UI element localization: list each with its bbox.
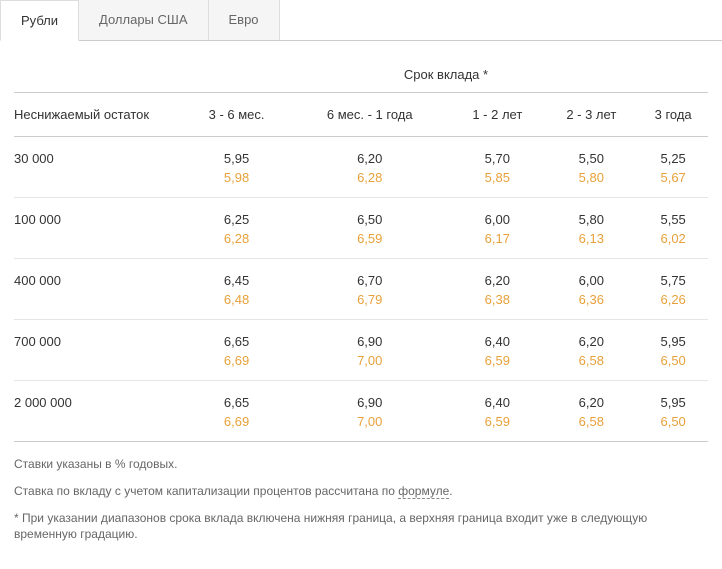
table-row: 30 0005,956,205,705,505,25 — [14, 137, 708, 167]
rate-primary: 5,70 — [450, 137, 544, 167]
rate-secondary: 6,79 — [289, 288, 450, 320]
rate-secondary: 5,67 — [638, 166, 708, 198]
row-label: 2 000 000 — [14, 381, 184, 411]
row-label-empty — [14, 227, 184, 259]
rate-secondary: 5,85 — [450, 166, 544, 198]
rate-secondary: 6,59 — [289, 227, 450, 259]
rate-secondary: 6,13 — [544, 227, 638, 259]
rate-secondary: 6,58 — [544, 349, 638, 381]
rate-primary: 6,65 — [184, 381, 289, 411]
rate-primary: 6,20 — [544, 381, 638, 411]
row-label-empty — [14, 410, 184, 442]
rate-secondary: 7,00 — [289, 410, 450, 442]
note-line2-post: . — [449, 484, 452, 498]
row-label: 700 000 — [14, 320, 184, 350]
rate-secondary: 6,69 — [184, 410, 289, 442]
rate-secondary: 6,59 — [450, 349, 544, 381]
col-header: 1 - 2 лет — [450, 93, 544, 137]
tab-rubles[interactable]: Рубли — [0, 0, 79, 41]
rate-primary: 6,40 — [450, 320, 544, 350]
rate-secondary: 6,58 — [544, 410, 638, 442]
rate-primary: 6,50 — [289, 198, 450, 228]
row-label-empty — [14, 166, 184, 198]
rate-primary: 5,95 — [638, 320, 708, 350]
table-row-secondary: 5,986,285,855,805,67 — [14, 166, 708, 198]
rate-secondary: 6,26 — [638, 288, 708, 320]
rate-primary: 6,65 — [184, 320, 289, 350]
rate-secondary: 5,80 — [544, 166, 638, 198]
table-row-secondary: 6,697,006,596,586,50 — [14, 410, 708, 442]
rate-primary: 6,90 — [289, 381, 450, 411]
table-row-secondary: 6,697,006,596,586,50 — [14, 349, 708, 381]
rate-primary: 5,50 — [544, 137, 638, 167]
rate-secondary: 6,59 — [450, 410, 544, 442]
rates-content: Срок вклада * Неснижаемый остаток 3 - 6 … — [0, 41, 722, 569]
formula-link[interactable]: формуле — [398, 484, 449, 499]
rate-primary: 6,45 — [184, 259, 289, 289]
rate-secondary: 6,50 — [638, 410, 708, 442]
table-row-secondary: 6,286,596,176,136,02 — [14, 227, 708, 259]
rate-secondary: 5,98 — [184, 166, 289, 198]
row-label-empty — [14, 349, 184, 381]
rate-primary: 6,40 — [450, 381, 544, 411]
rate-secondary: 6,48 — [184, 288, 289, 320]
table-row: 700 0006,656,906,406,205,95 — [14, 320, 708, 350]
rates-tbody: 30 0005,956,205,705,505,255,986,285,855,… — [14, 137, 708, 442]
rate-secondary: 7,00 — [289, 349, 450, 381]
rate-secondary: 6,28 — [184, 227, 289, 259]
rate-secondary: 6,36 — [544, 288, 638, 320]
rate-primary: 6,70 — [289, 259, 450, 289]
note-line2-pre: Ставка по вкладу с учетом капитализации … — [14, 484, 398, 498]
note-line2: Ставка по вкладу с учетом капитализации … — [14, 483, 708, 500]
table-row: 2 000 0006,656,906,406,205,95 — [14, 381, 708, 411]
currency-tabs: Рубли Доллары США Евро — [0, 0, 722, 41]
rate-secondary: 6,38 — [450, 288, 544, 320]
col-header: 6 мес. - 1 года — [289, 93, 450, 137]
term-header: Срок вклада * — [184, 59, 708, 93]
rate-primary: 5,95 — [638, 381, 708, 411]
note-line1: Ставки указаны в % годовых. — [14, 456, 708, 473]
row-header: Неснижаемый остаток — [14, 93, 184, 137]
row-label: 100 000 — [14, 198, 184, 228]
rate-primary: 6,25 — [184, 198, 289, 228]
notes: Ставки указаны в % годовых. Ставка по вк… — [14, 456, 708, 543]
rate-primary: 6,90 — [289, 320, 450, 350]
rate-primary: 6,20 — [450, 259, 544, 289]
rate-primary: 5,95 — [184, 137, 289, 167]
rate-primary: 6,20 — [544, 320, 638, 350]
table-row-secondary: 6,486,796,386,366,26 — [14, 288, 708, 320]
rate-primary: 6,00 — [544, 259, 638, 289]
table-row: 400 0006,456,706,206,005,75 — [14, 259, 708, 289]
col-header: 2 - 3 лет — [544, 93, 638, 137]
row-label: 400 000 — [14, 259, 184, 289]
rate-primary: 5,55 — [638, 198, 708, 228]
rate-primary: 5,25 — [638, 137, 708, 167]
empty-header — [14, 59, 184, 93]
rate-primary: 5,75 — [638, 259, 708, 289]
rates-table: Срок вклада * Неснижаемый остаток 3 - 6 … — [14, 59, 708, 442]
rate-secondary: 6,28 — [289, 166, 450, 198]
rate-secondary: 6,50 — [638, 349, 708, 381]
rate-primary: 6,20 — [289, 137, 450, 167]
col-header: 3 - 6 мес. — [184, 93, 289, 137]
rate-secondary: 6,17 — [450, 227, 544, 259]
col-header: 3 года — [638, 93, 708, 137]
rate-secondary: 6,02 — [638, 227, 708, 259]
tab-euro[interactable]: Евро — [209, 0, 280, 40]
rate-primary: 6,00 — [450, 198, 544, 228]
row-label-empty — [14, 288, 184, 320]
rate-primary: 5,80 — [544, 198, 638, 228]
table-row: 100 0006,256,506,005,805,55 — [14, 198, 708, 228]
rate-secondary: 6,69 — [184, 349, 289, 381]
tab-usd[interactable]: Доллары США — [79, 0, 208, 40]
row-label: 30 000 — [14, 137, 184, 167]
note-line3: * При указании диапазонов срока вклада в… — [14, 510, 708, 544]
